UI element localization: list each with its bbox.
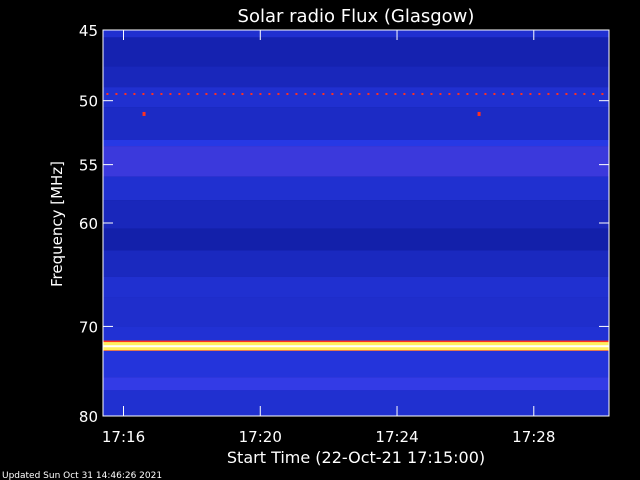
x-tick-label: 17:24 — [375, 428, 418, 446]
x-axis-label: Start Time (22-Oct-21 17:15:00) — [227, 448, 485, 467]
chart-title: Solar radio Flux (Glasgow) — [238, 6, 475, 27]
frequency-band — [103, 390, 609, 416]
frequency-band — [103, 228, 609, 251]
frequency-band — [103, 30, 609, 38]
y-tick-label: 70 — [79, 318, 98, 336]
band-edge — [103, 340, 609, 343]
frequency-band — [103, 297, 609, 327]
x-tick-label: 17:20 — [239, 428, 282, 446]
frequency-band — [103, 276, 609, 298]
frequency-band — [103, 350, 609, 378]
x-tick-label: 17:16 — [102, 428, 145, 446]
y-tick-label: 50 — [79, 93, 98, 111]
frequency-band — [103, 87, 609, 108]
frequency-band — [103, 200, 609, 229]
x-tick-label: 17:28 — [512, 428, 555, 446]
frequency-band — [103, 326, 609, 342]
y-tick-label: 55 — [79, 157, 98, 175]
frequency-band — [103, 250, 609, 277]
y-axis-label: Frequency [MHz] — [48, 161, 66, 287]
frequency-band — [103, 139, 609, 147]
frequency-band — [103, 37, 609, 67]
y-tick-label: 80 — [79, 408, 98, 426]
frequency-band — [103, 176, 609, 201]
axes: 17:16 17:20 17:24 17:28 45 50 55 60 70 80 — [79, 22, 610, 446]
updated-timestamp: Updated Sun Oct 31 14:46:26 2021 — [2, 471, 162, 480]
frequency-band — [103, 107, 609, 140]
frequency-band — [103, 146, 609, 177]
frequency-band — [103, 377, 609, 391]
y-tick-label: 45 — [79, 22, 98, 40]
band-core — [103, 345, 609, 348]
plot-area — [103, 30, 609, 416]
interference-point — [477, 111, 481, 116]
interference-point — [142, 111, 146, 116]
frequency-band — [103, 66, 609, 88]
y-tick-label: 60 — [79, 215, 98, 233]
